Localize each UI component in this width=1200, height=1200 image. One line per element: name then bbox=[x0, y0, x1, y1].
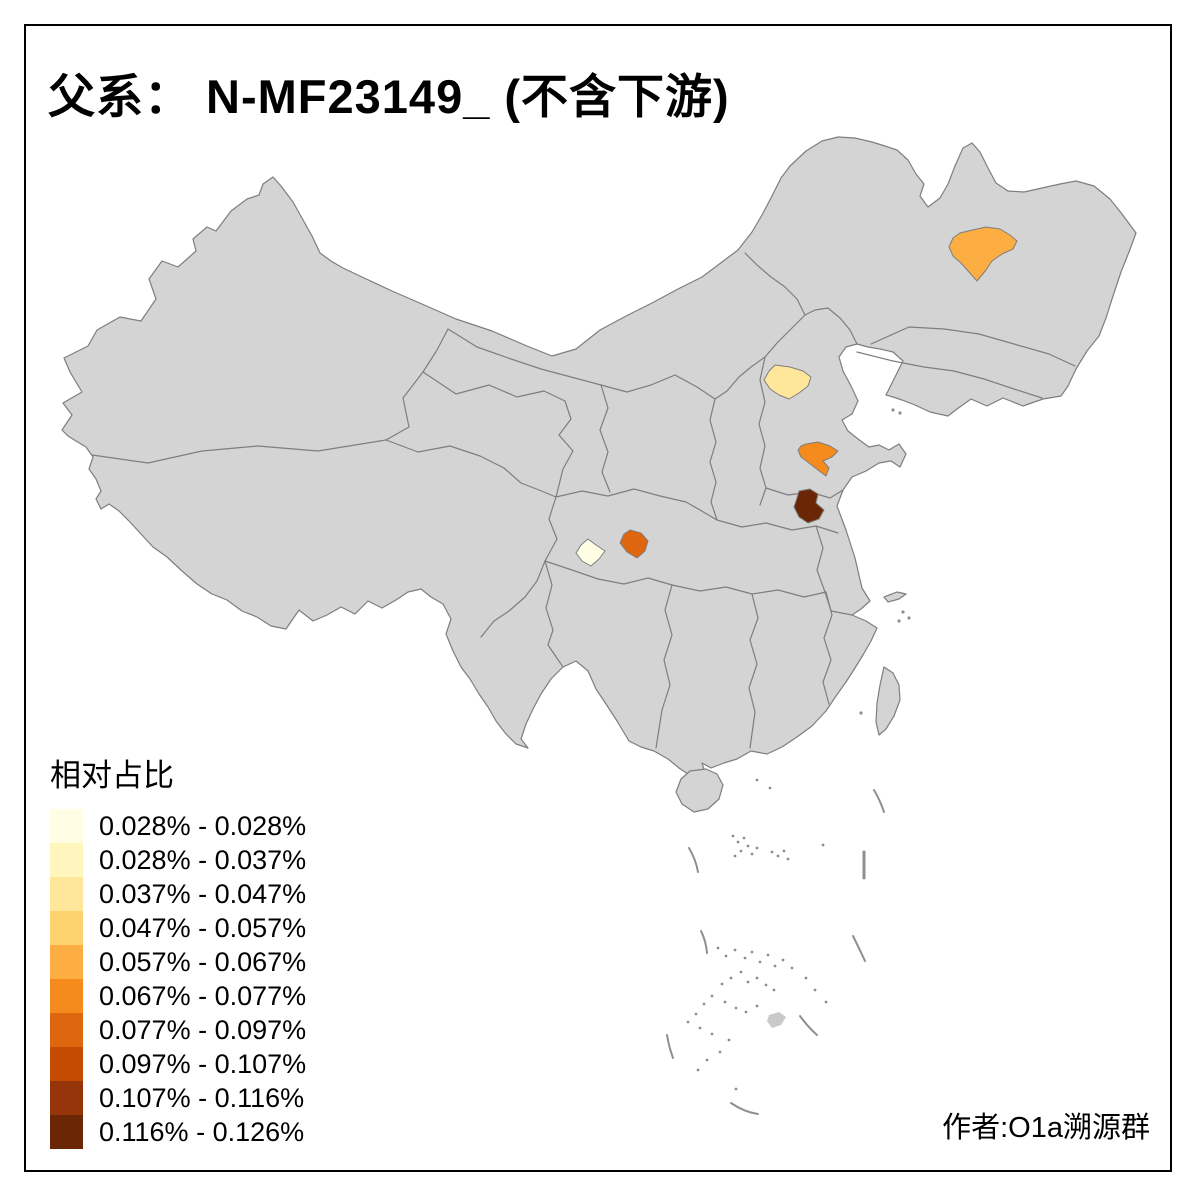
legend-label: 0.028% - 0.037% bbox=[99, 845, 307, 875]
legend-label: 0.037% - 0.047% bbox=[99, 879, 307, 909]
legend-item: 0.057% - 0.067% bbox=[50, 945, 306, 979]
legend-item: 0.116% - 0.126% bbox=[50, 1115, 306, 1149]
legend-swatch bbox=[50, 1115, 83, 1149]
region-shandong-west bbox=[797, 441, 839, 477]
legend: 相对占比 0.028% - 0.028% 0.028% - 0.037% 0.037… bbox=[50, 750, 306, 1149]
legend-label: 0.077% - 0.097% bbox=[99, 1015, 307, 1045]
region-henan-east bbox=[793, 488, 825, 524]
legend-item: 0.037% - 0.047% bbox=[50, 877, 306, 911]
legend-rows: 0.028% - 0.028% 0.028% - 0.037% 0.037% - 0… bbox=[50, 809, 306, 1149]
legend-swatch bbox=[50, 877, 83, 911]
page-title: 父系： N-MF23149_ (不含下游) bbox=[48, 70, 730, 123]
hainan-island bbox=[675, 768, 724, 813]
legend-label: 0.028% - 0.028% bbox=[99, 811, 307, 841]
legend-swatch bbox=[50, 1081, 83, 1115]
china-mainland-outline bbox=[61, 136, 1137, 797]
legend-label: 0.067% - 0.077% bbox=[99, 981, 307, 1011]
legend-label: 0.116% - 0.126% bbox=[99, 1117, 305, 1147]
taiwan-island bbox=[875, 666, 901, 736]
attribution-text: 作者:O1a溯源群 bbox=[942, 1112, 1150, 1144]
legend-item: 0.047% - 0.057% bbox=[50, 911, 306, 945]
legend-label: 0.057% - 0.067% bbox=[99, 947, 307, 977]
south-sea-islet bbox=[767, 1012, 786, 1028]
legend-swatch bbox=[50, 911, 83, 945]
chongming-island bbox=[883, 591, 907, 603]
legend-item: 0.107% - 0.116% bbox=[50, 1081, 306, 1115]
legend-item: 0.028% - 0.028% bbox=[50, 809, 306, 843]
legend-swatch bbox=[50, 843, 83, 877]
nine-dash-line bbox=[666, 789, 885, 1115]
legend-item: 0.067% - 0.077% bbox=[50, 979, 306, 1013]
legend-label: 0.047% - 0.057% bbox=[99, 913, 307, 943]
region-sichuan-east bbox=[619, 529, 649, 559]
legend-item: 0.097% - 0.107% bbox=[50, 1047, 306, 1081]
region-hebei-central bbox=[763, 364, 812, 400]
legend-item: 0.077% - 0.097% bbox=[50, 1013, 306, 1047]
legend-item: 0.028% - 0.037% bbox=[50, 843, 306, 877]
region-northeast-heilongjiang bbox=[948, 226, 1018, 282]
legend-swatch bbox=[50, 809, 83, 843]
legend-swatch bbox=[50, 1047, 83, 1081]
region-sichuan-west bbox=[575, 538, 606, 567]
highlighted-regions bbox=[575, 226, 1018, 567]
legend-label: 0.097% - 0.107% bbox=[99, 1049, 307, 1079]
legend-swatch bbox=[50, 1013, 83, 1047]
province-borders bbox=[91, 252, 1076, 749]
legend-swatch bbox=[50, 945, 83, 979]
legend-title: 相对占比 bbox=[50, 758, 174, 793]
island-dots bbox=[686, 408, 911, 1091]
islands bbox=[675, 591, 907, 1028]
legend-label: 0.107% - 0.116% bbox=[99, 1083, 305, 1113]
legend-swatch bbox=[50, 979, 83, 1013]
